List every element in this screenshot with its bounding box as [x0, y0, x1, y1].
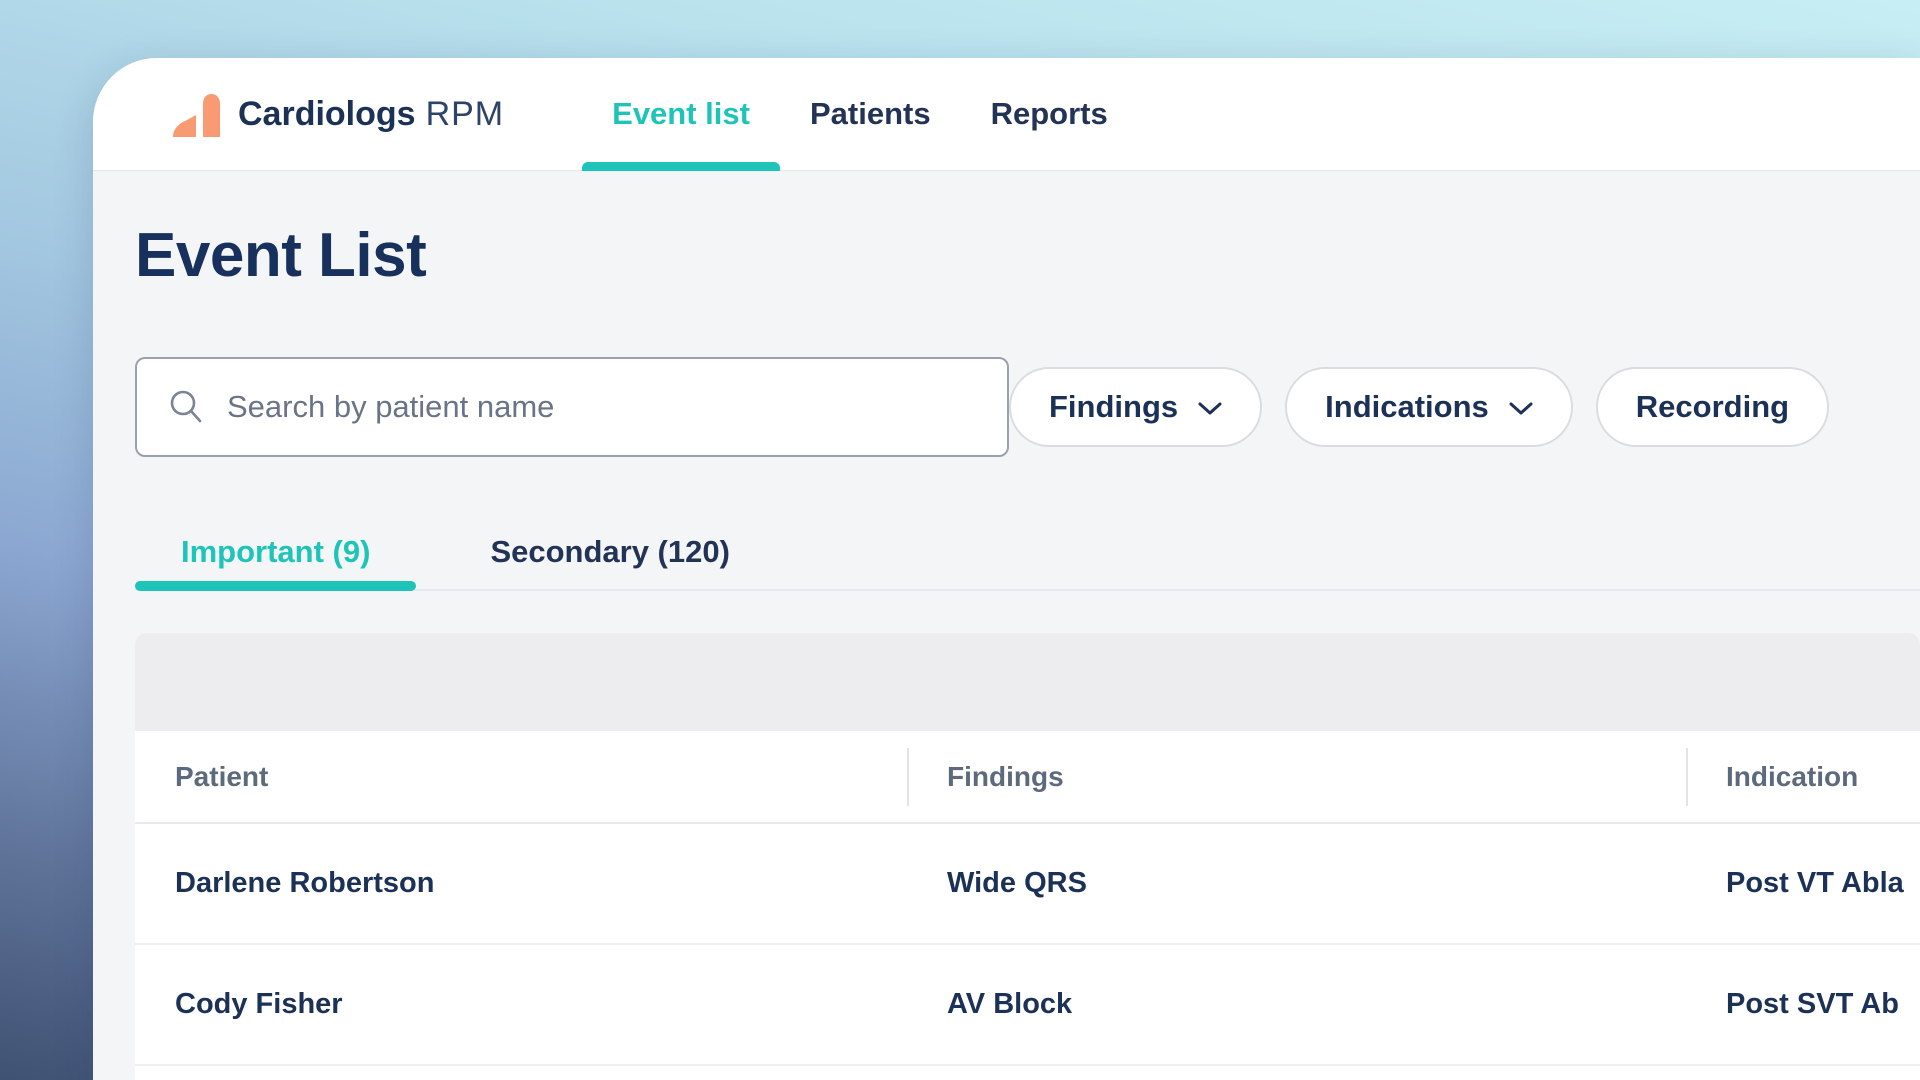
column-header-label: Indication	[1726, 760, 1859, 792]
main-content: Event List Findings Indications	[93, 171, 1920, 1080]
cell-indication: Post VT Abla	[1686, 824, 1920, 943]
filter-findings-button[interactable]: Findings	[1009, 367, 1263, 447]
cell-patient: Cody Fisher	[135, 945, 907, 1064]
pulse-bars-icon	[173, 94, 220, 137]
filter-indications-button[interactable]: Indications	[1285, 367, 1573, 447]
filter-label: Findings	[1049, 389, 1179, 424]
brand-logo[interactable]: Cardiologs RPM	[170, 58, 504, 170]
column-header-indication: Indication	[1686, 731, 1920, 822]
nav-item-label: Patients	[809, 96, 931, 131]
event-table-section: Patient Findings Indication Darlene Robe…	[135, 633, 1920, 1080]
brand-name: Cardiologs	[238, 94, 416, 133]
patient-name: Cody Fisher	[175, 988, 343, 1020]
table-row[interactable]: Cody Fisher AV Block Post SVT Ab	[135, 945, 1920, 1066]
tab-important[interactable]: Important (9)	[135, 515, 417, 591]
table-toolbar-strip	[135, 633, 1920, 731]
column-header-label: Findings	[947, 760, 1064, 792]
brand-suffix: RPM	[425, 94, 505, 133]
main-nav: Event list Patients Reports	[582, 58, 1138, 171]
brand-text: Cardiologs RPM	[238, 95, 504, 134]
table-row[interactable]: Darlene Robertson Wide QRS Post VT Abla	[135, 824, 1920, 945]
nav-item-label: Event list	[612, 96, 750, 131]
nav-item-event-list[interactable]: Event list	[582, 58, 780, 171]
finding-value: Wide QRS	[947, 867, 1087, 899]
app-header: Cardiologs RPM Event list Patients Report…	[93, 58, 1920, 171]
cell-patient: Darlene Robertson	[135, 824, 907, 943]
cell-indication: Post SVT Ab	[1686, 945, 1920, 1064]
event-tabs: Important (9) Secondary (120)	[135, 515, 1920, 591]
tab-secondary[interactable]: Secondary (120)	[444, 515, 776, 589]
filter-label: Recording	[1635, 389, 1790, 424]
cell-findings: AV Block	[907, 945, 1686, 1064]
active-tab-underline	[135, 581, 417, 591]
tab-label: Important (9)	[181, 534, 371, 569]
search-icon	[170, 390, 202, 423]
column-header-findings: Findings	[907, 731, 1686, 822]
indication-value: Post VT Abla	[1726, 867, 1904, 899]
page-title: Event List	[135, 221, 427, 290]
chevron-down-icon	[1198, 402, 1222, 415]
cell-findings: Wide QRS	[907, 824, 1686, 943]
patient-name: Darlene Robertson	[175, 867, 435, 899]
search-box	[135, 357, 1009, 457]
finding-value: AV Block	[947, 988, 1073, 1020]
nav-item-reports[interactable]: Reports	[961, 58, 1138, 170]
active-nav-underline	[582, 162, 780, 171]
table-header-row: Patient Findings Indication	[135, 731, 1920, 824]
controls-row: Findings Indications Recording	[135, 357, 1920, 457]
nav-item-patients[interactable]: Patients	[780, 58, 961, 170]
filter-label: Indications	[1325, 389, 1489, 424]
column-divider	[1686, 747, 1688, 806]
chevron-down-icon	[1509, 402, 1533, 415]
tab-label: Secondary (120)	[490, 534, 730, 569]
search-input[interactable]	[227, 389, 977, 425]
app-window: Cardiologs RPM Event list Patients Report…	[93, 58, 1920, 1080]
event-table: Patient Findings Indication Darlene Robe…	[135, 731, 1920, 1080]
column-header-label: Patient	[175, 760, 269, 792]
column-divider	[907, 747, 909, 806]
indication-value: Post SVT Ab	[1726, 988, 1899, 1020]
filter-recording-button[interactable]: Recording	[1595, 367, 1830, 447]
column-header-patient: Patient	[135, 731, 907, 822]
nav-item-label: Reports	[990, 96, 1108, 131]
